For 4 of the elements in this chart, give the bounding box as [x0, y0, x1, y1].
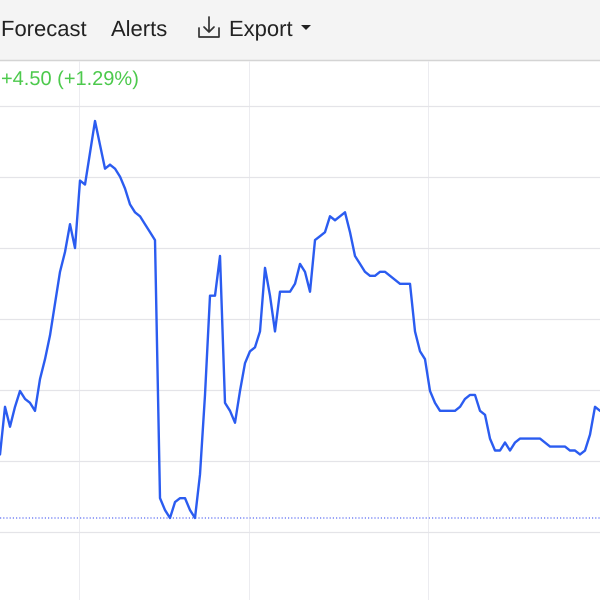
- text: Alerts: [111, 16, 168, 41]
- chart-subtitle: +4.50 (+1.29%): [1, 68, 139, 90]
- text: Forecast: [1, 16, 87, 41]
- text: Export: [229, 16, 293, 41]
